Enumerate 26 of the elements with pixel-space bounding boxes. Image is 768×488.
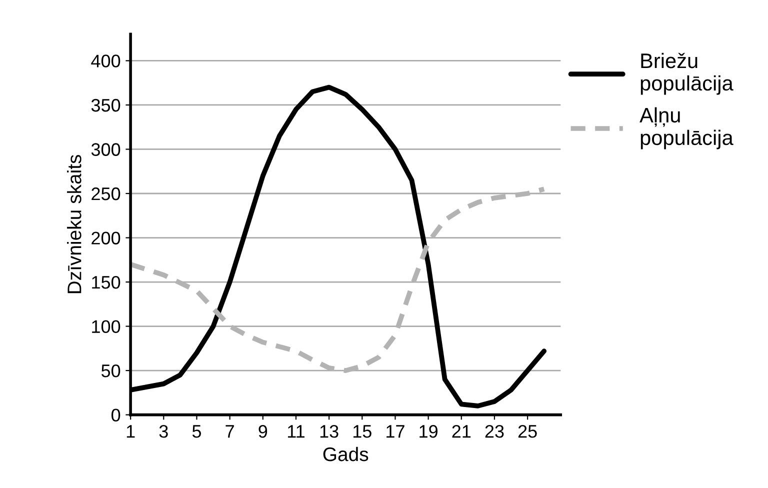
- y-tick-label: 0: [112, 408, 120, 422]
- x-tick-label: 15: [353, 425, 372, 438]
- x-tick-label: 7: [226, 425, 234, 438]
- x-axis-title: Gads: [323, 446, 368, 462]
- x-tick-label: 9: [258, 425, 268, 438]
- y-tick-label: 150: [92, 276, 120, 289]
- x-tick-label: 21: [452, 425, 471, 438]
- y-tick-label: 350: [91, 98, 120, 112]
- y-tick-label: 50: [101, 364, 120, 378]
- y-tick-label: 250: [92, 187, 120, 200]
- y-tick-label: 200: [92, 232, 120, 244]
- x-tick-label: 3: [159, 425, 168, 438]
- x-tick-label: 25: [518, 425, 537, 438]
- x-tick-label: 1: [126, 425, 135, 438]
- legend-label: Aļņu populācija: [640, 107, 734, 150]
- y-tick-label: 400: [91, 54, 120, 68]
- x-tick-label: 23: [485, 425, 504, 438]
- y-axis-title: Dzīvnieku skaits: [67, 154, 82, 294]
- x-tick-label: 17: [386, 425, 404, 438]
- legend-label: Briežu populācija: [640, 52, 734, 95]
- x-tick-label: 13: [320, 425, 338, 438]
- x-tick-label: 11: [288, 425, 304, 438]
- y-tick-label: 300: [91, 143, 120, 156]
- y-tick-label: 100: [92, 320, 120, 333]
- x-tick-label: 5: [192, 425, 201, 438]
- x-tick-label: 19: [420, 425, 438, 438]
